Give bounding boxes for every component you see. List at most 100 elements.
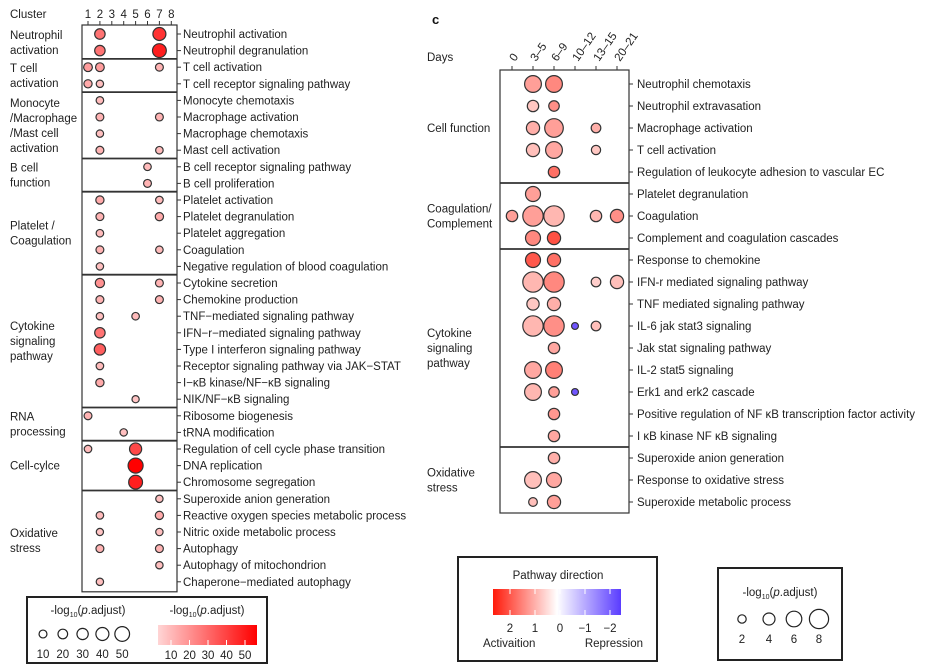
dot [95, 511, 105, 520]
panel-label: c [432, 12, 439, 27]
direction-legend-box [457, 556, 658, 662]
dot [590, 276, 602, 288]
x-title: Days [427, 52, 453, 64]
dot [544, 118, 564, 138]
dot [155, 560, 164, 570]
column-label: 0 [508, 52, 522, 64]
group-label: signaling [10, 336, 55, 348]
term-label: Coagulation [183, 245, 244, 257]
right-size-legend-title: -log10(p.adjust) [743, 587, 818, 601]
term-label: Chaperone−mediated autophagy [183, 577, 351, 589]
term-label: Platelet aggregation [183, 228, 285, 240]
term-label: tRNA modification [183, 427, 274, 439]
group-label: T cell [10, 63, 37, 75]
dot [543, 205, 565, 227]
term-label: Reactive oxygen species metabolic proces… [183, 510, 406, 522]
group-label: Complement [427, 219, 493, 231]
dot [95, 228, 105, 238]
dot [155, 195, 164, 205]
term-label: Negative regulation of blood coagulation [183, 261, 388, 273]
dot [523, 471, 542, 490]
dot [525, 142, 541, 158]
direction-value: 2 [507, 623, 513, 635]
x-title: Cluster [10, 9, 47, 21]
dot [545, 471, 563, 489]
group-label: /Macrophage [10, 113, 77, 125]
direction-value: 1 [532, 623, 538, 635]
group-label: signaling [427, 343, 472, 355]
dot [505, 209, 519, 223]
term-label: Neutrophil activation [183, 29, 287, 41]
group-label: Coagulation [10, 236, 71, 248]
dot [526, 99, 540, 113]
term-label: Positive regulation of NF κB transcripti… [637, 409, 915, 421]
term-label: Autophagy of mitochondrion [183, 560, 326, 572]
term-label: Platelet degranulation [637, 189, 748, 201]
size-legend-value: 4 [766, 634, 773, 646]
group-label: Coagulation/ [427, 204, 492, 216]
dot [547, 429, 561, 443]
color-legend-value: 50 [239, 650, 252, 662]
dot [93, 343, 107, 356]
column-label: 6–9 [550, 41, 571, 64]
dot [524, 251, 542, 269]
size-legend-value: 8 [816, 634, 822, 646]
term-label: IL-2 stat5 signaling [637, 365, 734, 377]
dot [525, 120, 541, 136]
direction-value: 0 [557, 623, 563, 635]
term-label: Complement and coagulation cascades [637, 233, 839, 245]
dot [590, 122, 602, 134]
term-label: Regulation of leukocyte adhesion to vasc… [637, 167, 884, 179]
dot [523, 383, 542, 402]
dot [94, 62, 105, 73]
term-label: Monocyte chemotaxis [183, 95, 294, 107]
term-label: DNA replication [183, 461, 262, 473]
dot [570, 387, 580, 397]
dot [544, 74, 563, 93]
term-label: Platelet degranulation [183, 212, 294, 224]
group-label: B cell [10, 163, 38, 175]
direction-value: −1 [578, 623, 591, 635]
dot [95, 145, 105, 155]
size-legend-circle [76, 627, 89, 641]
term-label: Type I interferon signaling pathway [183, 344, 361, 356]
dot [522, 271, 544, 293]
dot [95, 96, 105, 105]
dot [83, 62, 93, 73]
dot [524, 229, 542, 247]
dot [128, 474, 144, 490]
group-label: Neutrophil [10, 30, 62, 42]
term-label: Macrophage activation [183, 112, 299, 124]
column-label: 1 [85, 9, 91, 21]
term-label: T cell activation [637, 145, 716, 157]
dot [142, 178, 153, 188]
size-legend-circle [57, 628, 69, 640]
plot-box [81, 24, 178, 593]
dot [544, 361, 563, 380]
plot-box [499, 69, 630, 514]
group-label: Cell function [427, 123, 490, 135]
dot [546, 252, 562, 268]
dot [95, 361, 105, 371]
dot [522, 315, 544, 337]
dot [94, 277, 106, 289]
group-label: /Mast cell [10, 128, 59, 140]
term-label: Chromosome segregation [183, 477, 315, 489]
dot [548, 100, 560, 112]
size-legend-value: 50 [116, 649, 129, 661]
dot [152, 26, 167, 42]
group-label: function [10, 178, 50, 190]
dot [548, 386, 560, 398]
group-label: processing [10, 427, 66, 439]
size-legend-title: -log10(p.adjust) [51, 605, 126, 619]
term-label: B cell receptor signaling pathway [183, 162, 351, 174]
dot [95, 527, 105, 537]
direction-legend: Pathway direction 2 1 0 −1 −2 Activaition Re… [457, 556, 658, 662]
direction-value: −2 [603, 623, 616, 635]
term-label: Receptor signaling pathway via JAK−STAT [183, 361, 401, 373]
dot [83, 444, 93, 454]
term-label: Chemokine production [183, 295, 298, 307]
dot [95, 577, 105, 587]
dot [547, 451, 561, 465]
dot [155, 145, 164, 155]
